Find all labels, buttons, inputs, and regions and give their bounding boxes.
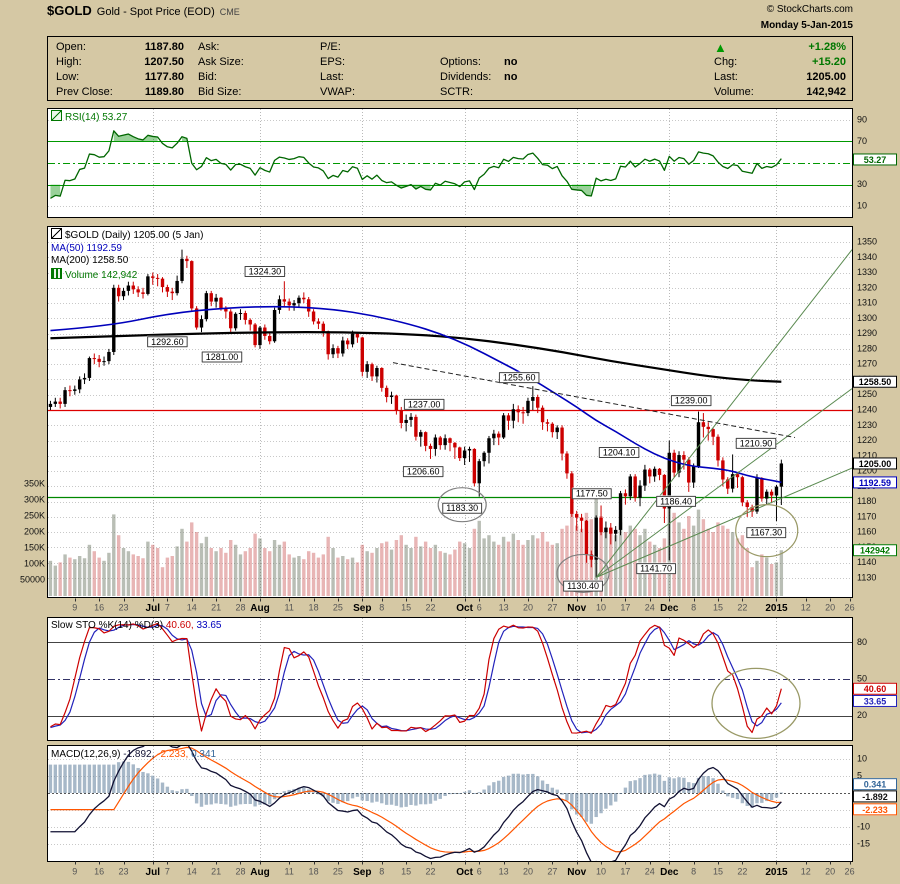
quote-bidsize-label: Bid Size: (198, 86, 242, 98)
volume-icon (51, 267, 62, 279)
copyright: © StockCharts.com (766, 4, 853, 15)
macd-legend-label: MACD(12,26,9) (51, 749, 121, 760)
quote-panel: Open: 1187.80 High: 1207.50 Low: 1177.80 Pr… (47, 36, 853, 101)
last-label: Last: (714, 71, 738, 83)
quote-col-fundamentals: P/E: EPS: Last: VWAP: (320, 40, 414, 100)
quote-dividends-value: no (504, 71, 518, 83)
quote-change-block: ▲ +1.28% Chg: +15.20 Last: 1205.00 Volume: 1… (714, 40, 846, 100)
quote-prevclose-value: 1189.80 (144, 86, 184, 98)
quote-asksize-label: Ask Size: (198, 56, 244, 68)
quote-options-value: no (504, 56, 518, 68)
quote-vwap-label: VWAP: (320, 86, 356, 98)
quote-last-label: Last: (320, 71, 344, 83)
quote-ask-label: Ask: (198, 41, 220, 53)
price-chart-icon (51, 228, 62, 239)
symbol: $GOLD (47, 3, 92, 18)
exchange: CME (219, 7, 240, 17)
chart-header: $GOLD Gold - Spot Price (EOD) CME (47, 3, 240, 18)
chg-value: +15.20 (812, 56, 846, 68)
quote-open-label: Open: (56, 41, 86, 53)
last-value: 1205.00 (806, 71, 846, 83)
ma50-legend: MA(50) 1192.59 (51, 242, 122, 254)
symbol-description: Gold - Spot Price (EOD) (96, 6, 215, 18)
quote-dividends-label: Dividends: (440, 71, 492, 83)
up-arrow-icon: ▲ (714, 40, 727, 55)
macd-value: -1.892, (123, 749, 155, 760)
quote-high-value: 1207.50 (144, 56, 184, 68)
price-legend: $GOLD (Daily) 1205.00 (5 Jan) MA(50) 119… (51, 228, 203, 282)
rsi-legend-label: RSI(14) (65, 112, 100, 123)
price-legend-title: $GOLD (Daily) 1205.00 (5 Jan) (65, 230, 204, 241)
rsi-legend-value: 53.27 (102, 112, 128, 123)
volume-legend: Volume 142,942 (65, 269, 138, 281)
sto-d-value: 33.65 (196, 620, 222, 631)
chg-label: Chg: (714, 56, 738, 68)
volume-label: Volume: (714, 86, 754, 98)
rsi-legend: RSI(14) 53.27 (51, 110, 127, 123)
quote-col-flags: Options: no Dividends: no SCTR: (440, 40, 534, 100)
quote-bid-label: Bid: (198, 71, 217, 83)
sto-legend: Slow STO %K(14) %D(3) 40.60, 33.65 (51, 620, 221, 631)
quote-col-bidask: Ask: Ask Size: Bid: Bid Size: (198, 40, 294, 100)
sto-legend-label: Slow STO %K(14) %D(3) (51, 620, 164, 631)
rsi-icon (51, 110, 62, 121)
sto-k-value: 40.60, (165, 620, 194, 631)
quote-low-label: Low: (56, 71, 80, 83)
quote-options-label: Options: (440, 56, 481, 68)
chart-date: Monday 5-Jan-2015 (760, 20, 853, 31)
signal-value: -2.233, (157, 749, 189, 760)
quote-eps-label: EPS: (320, 56, 346, 68)
quote-prevclose-label: Prev Close: (56, 86, 113, 98)
quote-open-value: 1187.80 (144, 41, 184, 53)
volume-value: 142,942 (806, 86, 846, 98)
percent-change: +1.28% (808, 41, 846, 53)
quote-pe-label: P/E: (320, 41, 341, 53)
quote-low-value: 1177.80 (144, 71, 184, 83)
quote-sctr-label: SCTR: (440, 86, 473, 98)
quote-high-label: High: (56, 56, 82, 68)
ma200-legend: MA(200) 1258.50 (51, 255, 129, 266)
macd-legend: MACD(12,26,9) -1.892, -2.233, 0.341 (51, 749, 216, 760)
hist-value: 0.341 (191, 749, 217, 760)
quote-col-ohlc: Open: 1187.80 High: 1207.50 Low: 1177.80 Pr… (56, 40, 184, 100)
